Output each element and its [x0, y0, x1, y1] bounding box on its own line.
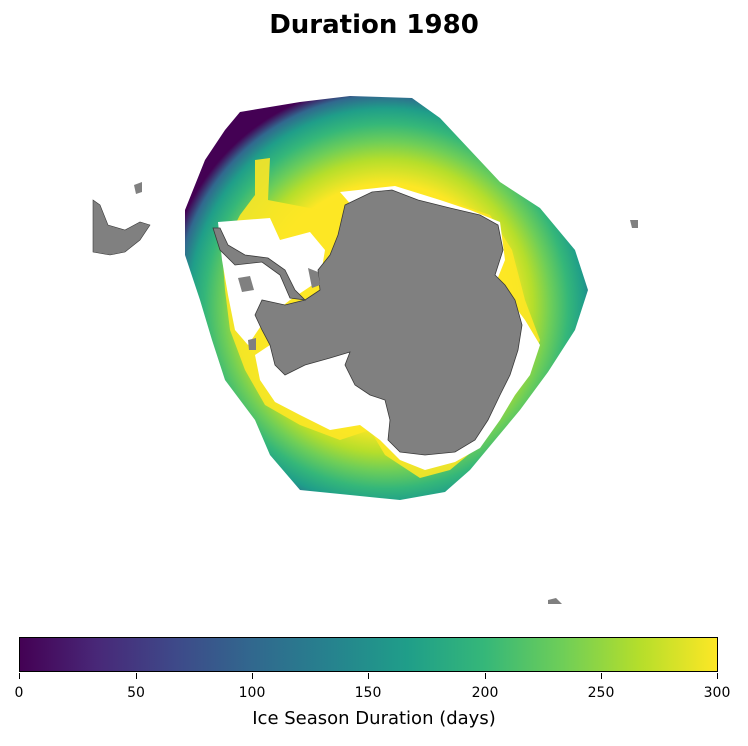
island [238, 276, 254, 292]
colorbar-tick-label: 0 [14, 685, 24, 701]
south-america-tip [92, 199, 151, 256]
colorbar-tick [717, 673, 718, 679]
new-zealand-edge [548, 598, 562, 604]
colorbar-tick-label: 300 [703, 685, 731, 701]
no-ice-region [218, 218, 325, 345]
antarctica-landmass [254, 189, 523, 456]
colorbar [19, 637, 718, 672]
colorbar-tick-label: 50 [127, 685, 145, 701]
colorbar-tick [19, 673, 20, 679]
island [308, 268, 320, 288]
colorbar-tick-label: 250 [587, 685, 615, 701]
colorbar-label: Ice Season Duration (days) [252, 708, 496, 729]
island [248, 338, 256, 350]
map-title: Duration 1980 [269, 10, 479, 40]
colorbar-tick [485, 673, 486, 679]
sea-ice-duration-map [92, 96, 638, 604]
falkland-islands [134, 182, 142, 194]
colorbar-tick [601, 673, 602, 679]
antarctic-peninsula [212, 227, 307, 301]
colorbar-tick [136, 673, 137, 679]
colorbar-tick-label: 200 [471, 685, 499, 701]
colorbar-tick [252, 673, 253, 679]
colorbar-tick-label: 100 [238, 685, 266, 701]
colorbar-tick [368, 673, 369, 679]
colorbar-tick-label: 150 [354, 685, 382, 701]
island [630, 220, 638, 228]
